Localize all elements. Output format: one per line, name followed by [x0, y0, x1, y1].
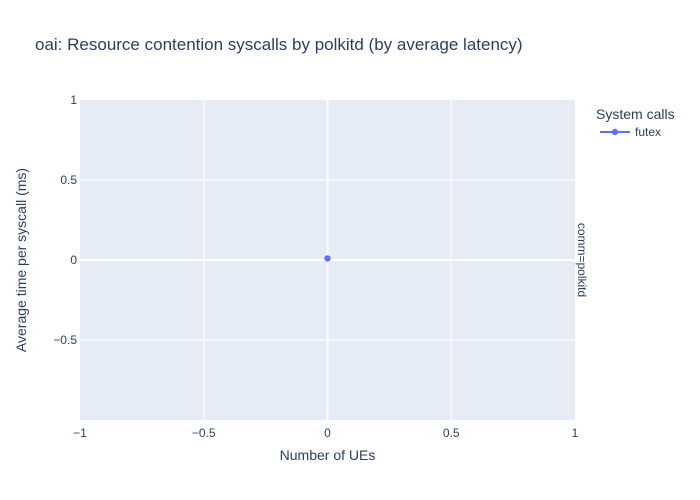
- legend-label: futex: [635, 125, 661, 139]
- legend-item[interactable]: futex: [600, 125, 661, 139]
- y-tick-label: 1: [70, 93, 77, 107]
- legend-items[interactable]: futex: [600, 125, 661, 139]
- tick-labels: −1 −0.5 0 0.5 1 −0.5 0 0.5 1: [53, 93, 578, 440]
- x-tick-label: −1: [73, 426, 87, 440]
- y-tick-label: 0.5: [60, 173, 77, 187]
- y-tick-label: 0: [70, 253, 77, 267]
- y-axis-title: Average time per syscall (ms): [13, 168, 29, 352]
- y-tick-label: −0.5: [53, 333, 77, 347]
- legend-title: System calls: [596, 106, 675, 122]
- x-axis-title: Number of UEs: [280, 447, 376, 463]
- data-point[interactable]: [324, 255, 331, 262]
- facet-label: comm=polkitd: [575, 223, 589, 297]
- x-tick-label: 0: [324, 426, 331, 440]
- chart-title: oai: Resource contention syscalls by pol…: [35, 35, 523, 54]
- x-tick-label: 1: [572, 426, 579, 440]
- legend-marker-icon: [611, 128, 619, 136]
- legend[interactable]: System calls futex: [596, 106, 675, 139]
- x-tick-label: 0.5: [443, 426, 460, 440]
- series-layer: [324, 255, 331, 262]
- x-tick-label: −0.5: [192, 426, 216, 440]
